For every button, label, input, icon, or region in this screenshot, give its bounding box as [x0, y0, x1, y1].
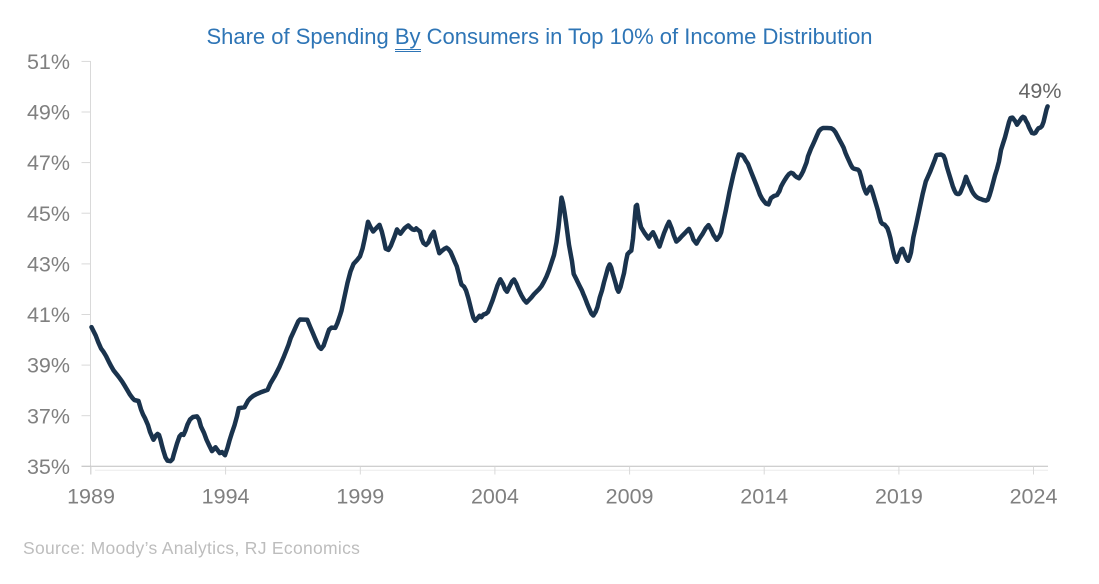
svg-text:1999: 1999	[336, 485, 384, 509]
svg-text:35%: 35%	[27, 455, 70, 479]
svg-text:43%: 43%	[27, 253, 70, 277]
svg-text:37%: 37%	[27, 404, 70, 428]
svg-text:45%: 45%	[27, 202, 70, 226]
svg-text:49%: 49%	[27, 101, 70, 125]
svg-text:51%: 51%	[27, 50, 70, 74]
svg-text:1994: 1994	[202, 485, 250, 509]
svg-text:2019: 2019	[875, 485, 923, 509]
svg-text:41%: 41%	[27, 303, 70, 327]
svg-text:47%: 47%	[27, 151, 70, 175]
svg-text:1989: 1989	[67, 485, 115, 509]
svg-text:49%: 49%	[1018, 79, 1061, 103]
svg-text:2014: 2014	[740, 485, 788, 509]
svg-text:2024: 2024	[1010, 485, 1058, 509]
svg-text:39%: 39%	[27, 354, 70, 378]
svg-text:2009: 2009	[606, 485, 654, 509]
svg-text:2004: 2004	[471, 485, 519, 509]
